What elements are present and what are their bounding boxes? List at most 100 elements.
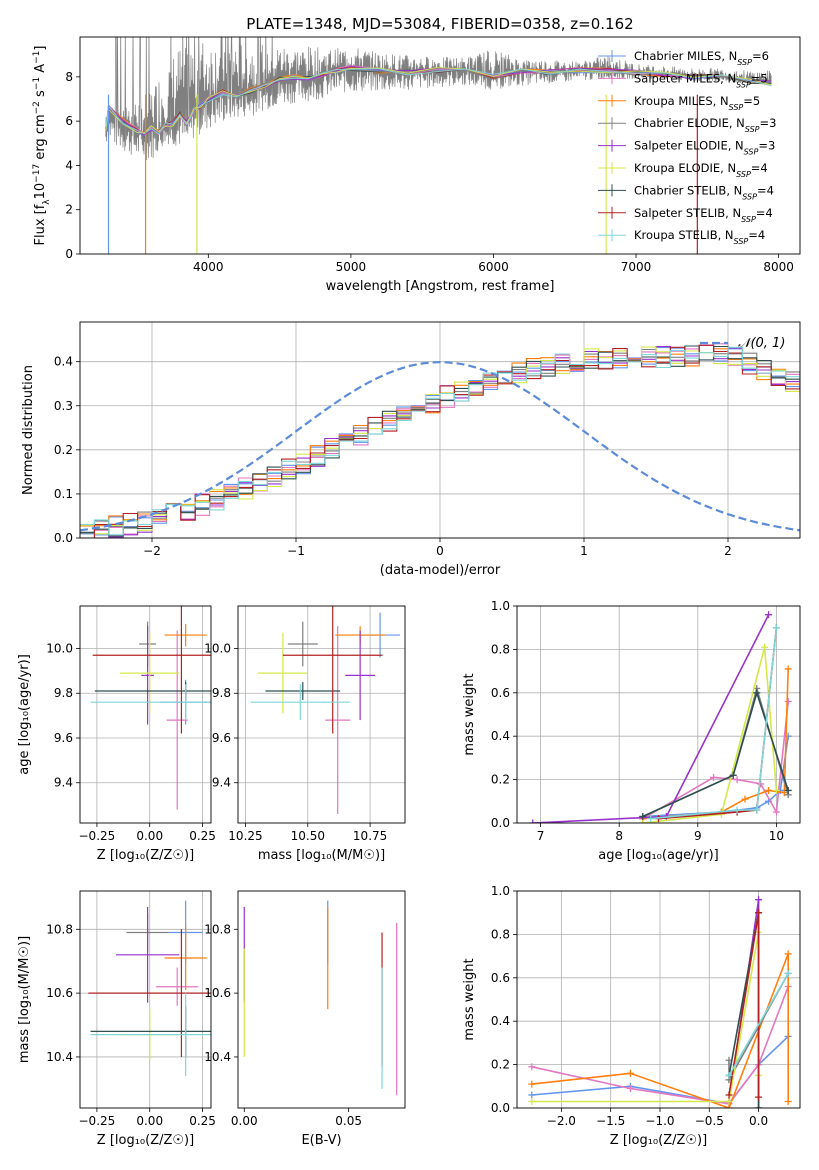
weight-series-marker <box>528 1080 536 1088</box>
weight-series-marker <box>733 776 741 784</box>
weight-series-marker <box>741 795 749 803</box>
age_vs_mass-ytick-label: 9.8 <box>212 686 231 700</box>
legend-entry-label: Chabrier MILES, NSSP=6 <box>634 49 769 67</box>
weight-series-marker <box>757 780 765 788</box>
residual-histogram-step <box>80 348 800 527</box>
errorbar-point <box>141 626 154 725</box>
weight_vs_age-ytick-label: 0.2 <box>491 773 510 787</box>
weight-series-marker <box>725 1071 733 1079</box>
weight-series-marker <box>729 771 737 779</box>
mass_vs_ebv-axes: 0.00 0.05 10.4 10.6 10.8 E(B-V) <box>204 922 362 1148</box>
age_vs_mass-ytick-label: 10.0 <box>204 642 231 656</box>
errorbar-point <box>287 621 318 667</box>
weight-series-marker <box>528 1063 536 1071</box>
weight_vs_Z-xtick-label: −0.5 <box>695 1114 724 1128</box>
age_vs_Z-frame <box>79 605 212 824</box>
weight-series-marker <box>755 1093 763 1101</box>
age_vs_mass-axes: 10.25 10.50 10.75 9.4 9.6 9.8 10.0 mass [log₁₀(… <box>204 606 405 863</box>
mass_vs_ebv-xlabel: E(B-V) <box>301 1133 341 1148</box>
errorbar-point <box>88 929 211 1057</box>
mass_vs_Z-xtick-label: 0.25 <box>189 1114 216 1128</box>
errorbar-point <box>166 630 188 810</box>
age_vs_mass-xlabel: mass [log₁₀(M/M☉)] <box>258 848 385 863</box>
residuals-xlabel: (data-model)/error <box>380 563 501 578</box>
weight-series-marker <box>784 969 792 977</box>
weight-series-marker <box>639 812 647 820</box>
residuals-frame <box>79 321 801 539</box>
residual-histogram-step <box>80 346 800 535</box>
weight_vs_age-xtick-label: 8 <box>615 829 623 843</box>
age_vs_Z-axes: −0.25 0.00 0.25 9.4 9.6 9.8 10.0 Z [log₁₀(Z/Z☉)… <box>17 606 216 863</box>
weight_vs_age-ylabel: mass weight <box>462 673 477 755</box>
residuals-ytick-label: 0.2 <box>54 443 73 457</box>
weight_vs_age-axes: 7 8 9 10 0.0 0.2 0.4 0.6 0.8 1.0 age [log₁₀(age/yr… <box>462 599 800 863</box>
legend-entry-label: Chabrier STELIB, NSSP=4 <box>634 183 774 201</box>
weight-series-marker <box>725 1091 733 1099</box>
weight_vs_Z-ytick-label: 0.4 <box>491 1014 510 1028</box>
spectrum-xtick-label: 6000 <box>478 260 509 274</box>
age_vs_Z-ytick-label: 9.8 <box>54 686 73 700</box>
weight_vs_age-xlabel: age [log₁₀(age/yr)] <box>598 848 719 863</box>
spectrum-xtick-label: 8000 <box>763 260 794 274</box>
mass_vs_Z-xtick-label: 0.00 <box>136 1114 163 1128</box>
residuals-ytick-label: 0.1 <box>54 487 73 501</box>
age_vs_mass-xtick-label: 10.50 <box>291 829 325 843</box>
errorbar-point <box>345 630 376 721</box>
mass_vs_ebv-frame <box>237 890 406 1109</box>
weight_vs_Z-ytick-label: 0.6 <box>491 971 510 985</box>
weight-series-marker <box>710 773 718 781</box>
mass_vs_Z-xlabel: Z [log₁₀(Z/Z☉)] <box>97 1133 194 1148</box>
weight-series-marker <box>772 786 780 794</box>
residuals-xtick-label: −1 <box>287 544 305 558</box>
weight-series-marker <box>765 786 773 794</box>
residuals-legend-label: 𝒩(0, 1) <box>738 336 785 351</box>
residual-histogram-step <box>80 345 800 537</box>
weight-series-line <box>531 932 760 1103</box>
mass_vs_Z-ytick-label: 10.4 <box>46 1050 73 1064</box>
age_vs_mass-frame <box>237 605 406 824</box>
errorbar-point <box>115 906 180 1003</box>
weight_vs_Z-axes: −2.0 −1.5 −1.0 −0.5 0.0 0.0 0.2 0.4 0.6 0.8 1.0 Z [… <box>462 884 800 1148</box>
weight-series-marker <box>780 789 788 797</box>
age_vs_Z-xlabel: Z [log₁₀(Z/Z☉)] <box>97 848 194 863</box>
weight-series-line <box>728 973 789 1076</box>
weight-series-marker <box>784 786 792 794</box>
weight-series-marker <box>755 1104 763 1108</box>
weight_vs_Z-xtick-label: −1.0 <box>645 1114 674 1128</box>
errorbar-point <box>120 632 180 714</box>
weight_vs_age-ytick-label: 0.0 <box>491 816 510 830</box>
age_vs_Z-ytick-label: 10.0 <box>46 642 73 656</box>
weight_vs_age-xtick-label: 9 <box>694 829 702 843</box>
errorbar-point <box>156 967 199 1006</box>
weight-series-marker <box>761 643 769 651</box>
residuals-xtick-label: −2 <box>143 544 161 558</box>
weight_vs_age-frame <box>516 605 801 824</box>
weight-series-marker <box>753 689 761 697</box>
errorbar-point <box>90 993 211 1077</box>
weight_vs_Z-xtick-label: −2.0 <box>547 1114 576 1128</box>
weight_vs_Z-xtick-label: −1.5 <box>596 1114 625 1128</box>
spectrum-legend: Chabrier MILES, NSSP=6 Salpeter MILES, NS… <box>598 49 776 246</box>
weight-series-line <box>642 690 789 818</box>
residuals-ytick-label: 0.0 <box>54 531 73 545</box>
weight-series-marker <box>626 1069 634 1077</box>
residual-histogram-step <box>80 344 800 538</box>
weight-series-marker <box>784 950 792 958</box>
weight_vs_Z-ytick-label: 0.0 <box>491 1101 510 1115</box>
spectrum-ylabel: Flux [fλ10−17 erg cm−2 s−1 A−1] <box>32 46 52 246</box>
weight-series-line <box>642 685 789 818</box>
weight-series-marker <box>725 1097 733 1105</box>
age_vs_Z-xtick-label: −0.25 <box>79 829 116 843</box>
mass_vs_Z-ytick-label: 10.6 <box>46 986 73 1000</box>
errorbar-point <box>257 632 308 714</box>
mass_vs_ebv-plot-area <box>243 900 398 1096</box>
age_vs_Z-ytick-label: 9.4 <box>54 776 73 790</box>
errorbar-point <box>250 684 351 721</box>
spectrum-frame <box>79 36 801 255</box>
weight_vs_age-xtick-label: 7 <box>537 829 545 843</box>
spectrum-ytick-label: 6 <box>65 114 73 128</box>
legend-entry-label: Kroupa MILES, NSSP=5 <box>634 94 760 112</box>
weight-series-line <box>642 668 789 820</box>
mass_vs_ebv-xtick-label: 0.00 <box>231 1114 258 1128</box>
